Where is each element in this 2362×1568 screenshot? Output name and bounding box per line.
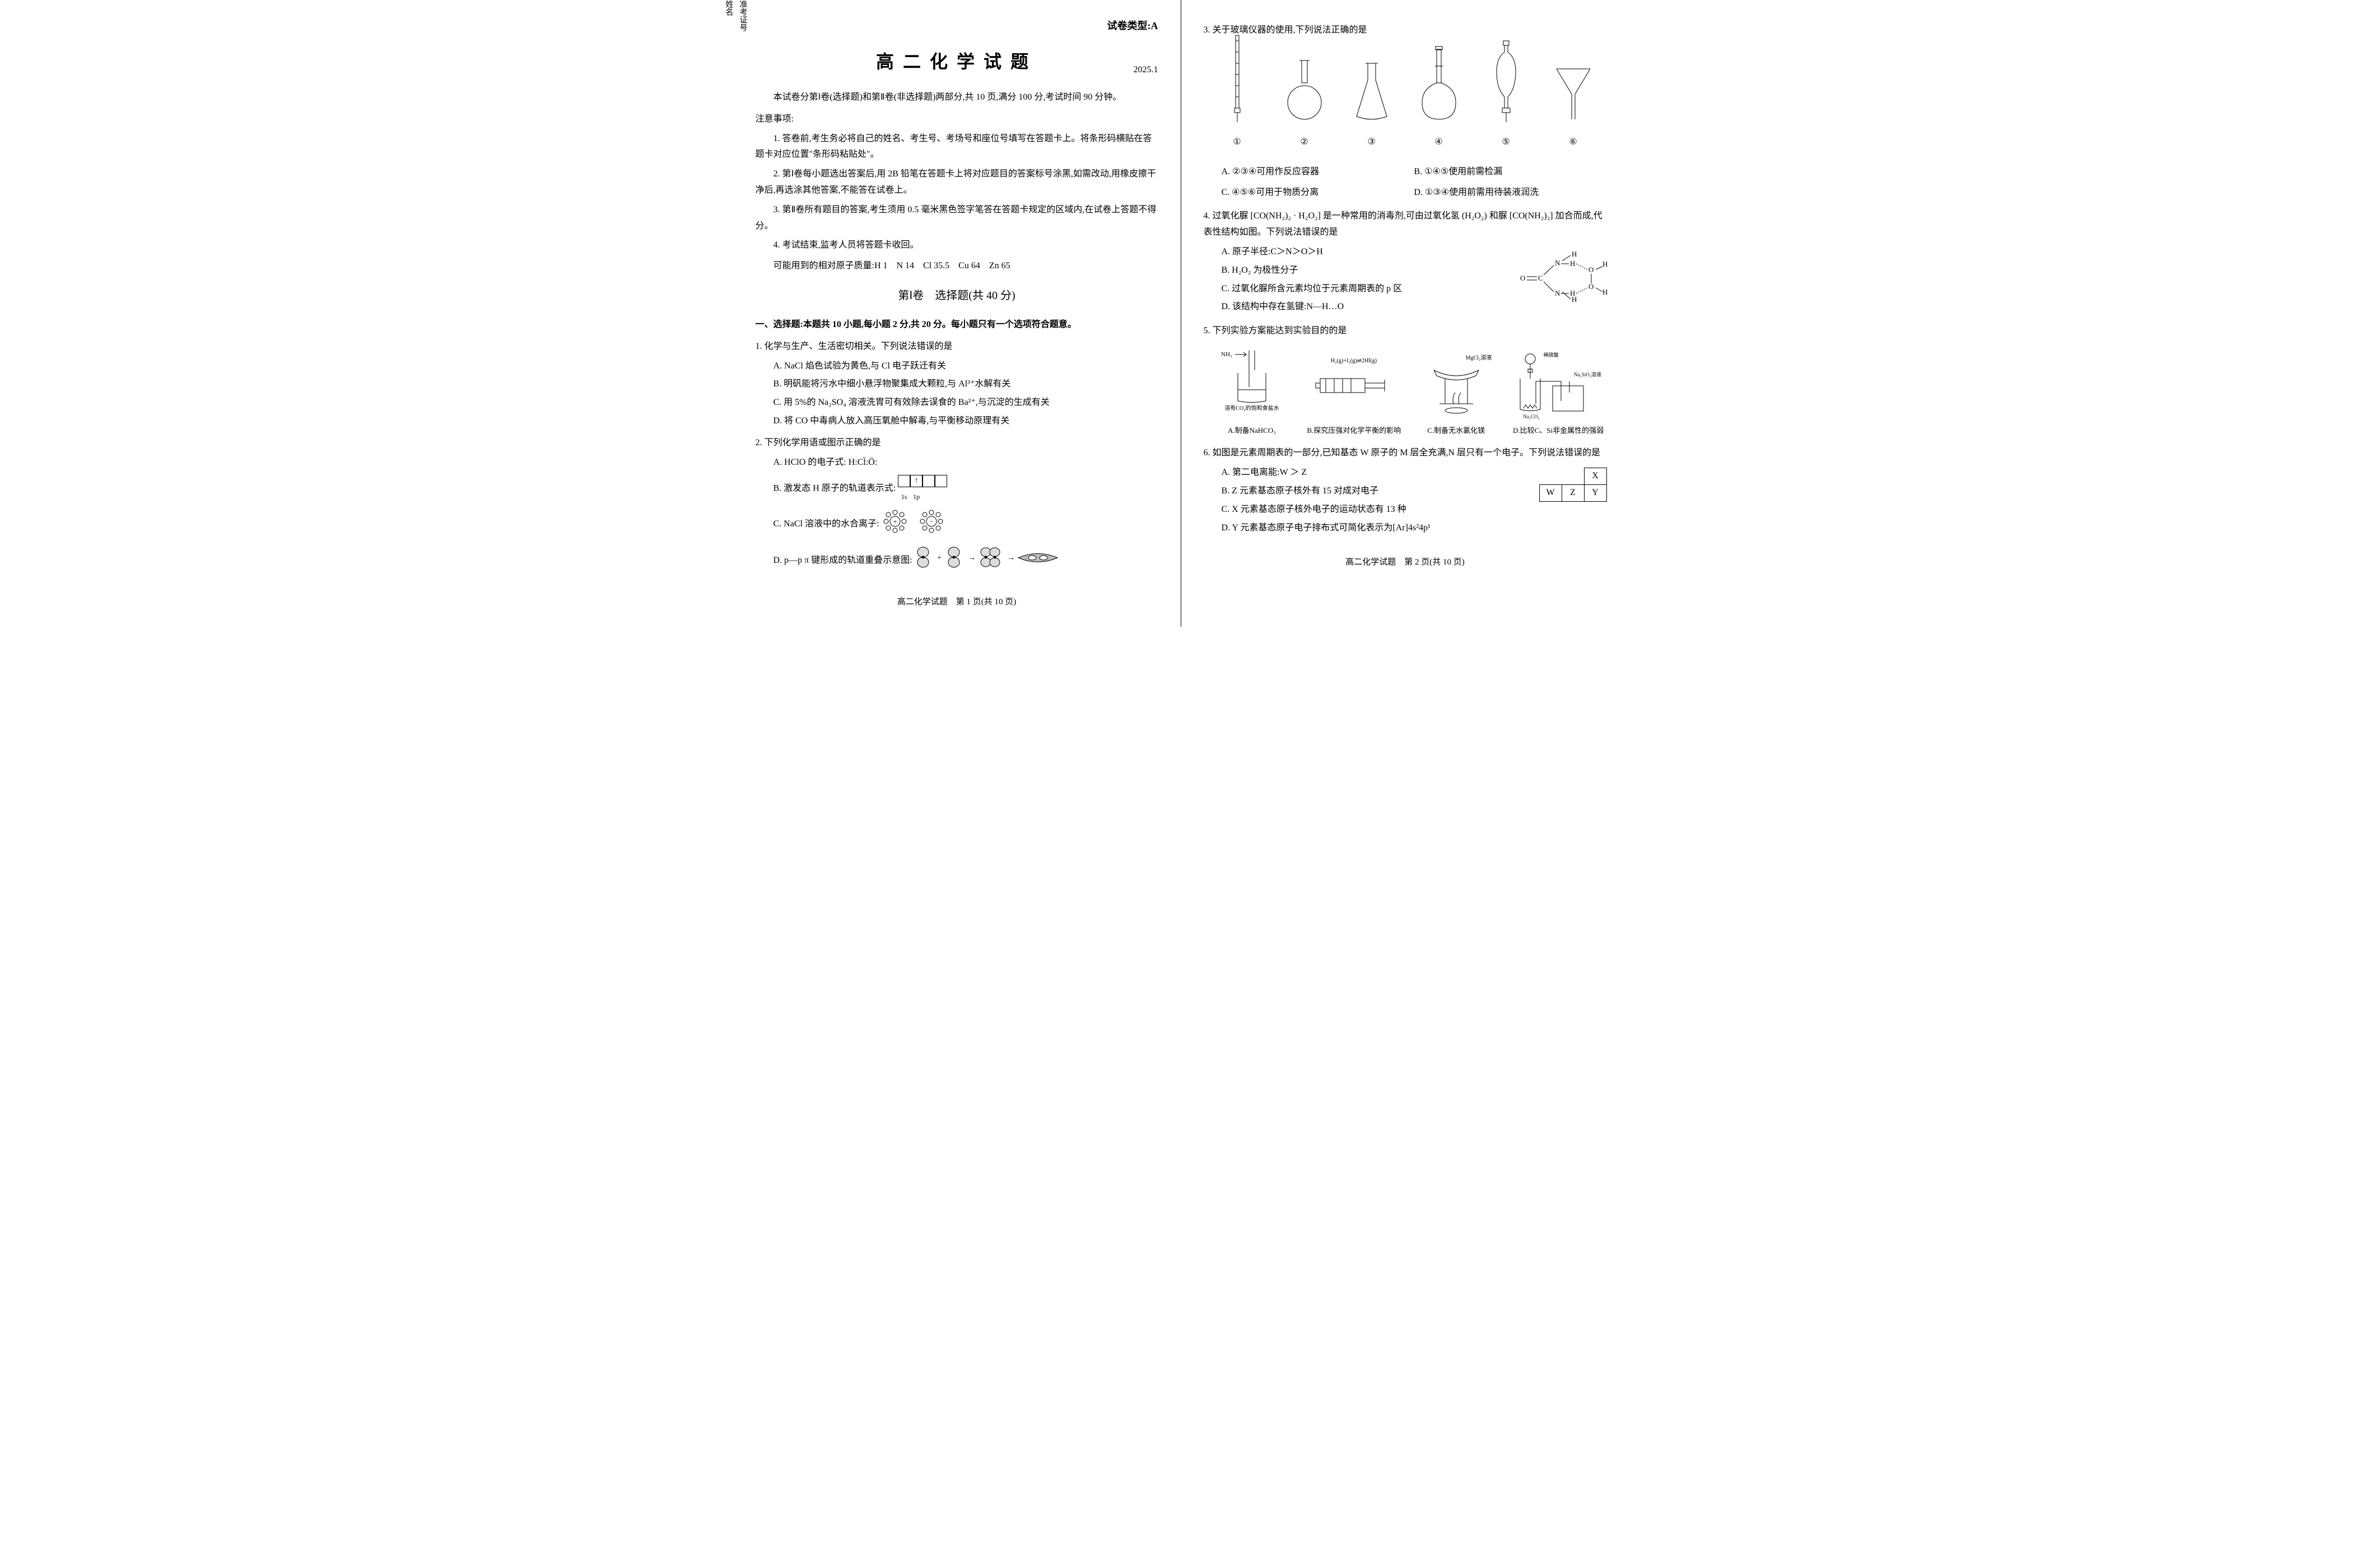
svg-text:H: H xyxy=(1602,288,1608,296)
separating-funnel-icon xyxy=(1492,41,1520,125)
section-1-header: 第Ⅰ卷 选择题(共 40 分) xyxy=(756,286,1158,306)
q2-option-c: C. NaCl 溶液中的水合离子: + − xyxy=(774,507,1158,542)
svg-text:−: − xyxy=(930,517,934,525)
svg-text:→: → xyxy=(968,554,976,562)
q3-stem: 3. 关于玻璃仪器的使用,下列说法正确的是 xyxy=(1204,22,1607,39)
q3-option-b: B. ①④⑤使用前需检漏 xyxy=(1414,164,1607,180)
svg-text:→: → xyxy=(1007,554,1015,562)
part1-header: 一、选择题:本题共 10 小题,每小题 2 分,共 20 分。每小题只有一个选项… xyxy=(756,317,1158,333)
q6-cell-y: Y xyxy=(1584,485,1606,502)
q6-cell-z: Z xyxy=(1562,485,1584,502)
svg-text:N: N xyxy=(1555,259,1560,267)
q6-stem: 6. 如图是元素周期表的一部分,已知基态 W 原子的 M 层全充满,N 层只有一… xyxy=(1204,445,1607,461)
q2b-orbital-diagram: ↑ 1s1p xyxy=(898,473,947,505)
q1-option-a: A. NaCl 焰色试验为黄色,与 Cl 电子跃迁有关 xyxy=(774,358,1158,375)
atomic-mass: 可能用到的相对原子质量:H 1 N 14 Cl 35.5 Cu 64 Zn 65 xyxy=(756,258,1158,274)
glassware-3-conical-flask: ③ xyxy=(1349,58,1394,151)
q2a-electron-formula: H:Cl̈:Ö: xyxy=(849,455,878,471)
question-4: 4. 过氧化脲 [CO(NH₂)₂ · H₂O₂] 是一种常用的消毒剂,可由过氧… xyxy=(1204,208,1607,318)
glassware-2-round-flask: ② xyxy=(1282,58,1327,151)
svg-text:O: O xyxy=(1520,274,1525,282)
page-1-footer: 高二化学试题 第 1 页(共 10 页) xyxy=(756,595,1158,610)
q5-item-c: MgCl₂溶液 C.制备无水氯化镁 xyxy=(1408,348,1504,437)
q3-option-c: C. ④⑤⑥可用于物质分离 xyxy=(1222,185,1414,201)
main-title: 高二化学试题 2025.1 xyxy=(756,46,1158,78)
q2d-pi-bond-diagram: + → → xyxy=(915,544,1060,578)
q6-periodic-fragment: X W Z Y xyxy=(1539,468,1607,502)
side-label-name: 姓名 xyxy=(721,0,735,627)
svg-text:O: O xyxy=(1588,265,1594,274)
q6-cell-x: X xyxy=(1584,468,1606,485)
svg-text:+: + xyxy=(893,517,897,525)
svg-text:H: H xyxy=(1570,259,1575,268)
instruction-2: 2. 第Ⅰ卷每小题选出答案后,用 2B 铅笔在答题卡上将对应题目的答案标号涂黑,… xyxy=(756,166,1158,199)
q5b-syringe-icon: H₂(g)+I₂(g)⇌2HI(g) xyxy=(1315,356,1393,412)
page-1: 准考证号 姓名 试卷类型:A 高二化学试题 2025.1 本试卷分第Ⅰ卷(选择题… xyxy=(733,0,1181,627)
q6-cell-w: W xyxy=(1539,485,1562,502)
page-2: 3. 关于玻璃仪器的使用,下列说法正确的是 ① xyxy=(1181,0,1629,627)
q1-options: A. NaCl 焰色试验为黄色,与 Cl 电子跃迁有关 B. 明矾能将污水中细小… xyxy=(756,358,1158,430)
q2-stem: 2. 下列化学用语或图示正确的是 xyxy=(756,435,1158,451)
side-label-id: 准考证号 xyxy=(735,0,749,627)
round-flask-icon xyxy=(1285,58,1324,125)
q4-stem: 4. 过氧化脲 [CO(NH₂)₂ · H₂O₂] 是一种常用的消毒剂,可由过氧… xyxy=(1204,208,1607,241)
q5-stem: 5. 下列实验方案能达到实验目的的是 xyxy=(1204,323,1607,339)
burette-icon xyxy=(1229,35,1246,125)
q1-option-b: B. 明矾能将污水中细小悬浮物聚集成大颗粒,与 Al³⁺水解有关 xyxy=(774,376,1158,393)
q4-structure-figure: O C N N H H H H OH xyxy=(1517,244,1607,317)
instruction-3: 3. 第Ⅱ卷所有题目的答案,考生须用 0.5 毫米黑色签字笔答在答题卡规定的区域… xyxy=(756,202,1158,235)
q1-stem: 1. 化学与生产、生活密切相关。下列说法错误的是 xyxy=(756,339,1158,355)
binding-side-labels: 准考证号 姓名 xyxy=(739,0,750,627)
q5-item-b: H₂(g)+I₂(g)⇌2HI(g) B.探究压强对化学平衡的影响 xyxy=(1306,348,1403,437)
conical-flask-icon xyxy=(1352,58,1391,125)
q2-option-b: B. 激发态 H 原子的轨道表示式: ↑ 1s1p xyxy=(774,473,1158,505)
paper-type: 试卷类型:A xyxy=(756,17,1158,35)
instruction-4: 4. 考试结束,监考人员将答题卡收回。 xyxy=(756,237,1158,254)
svg-text:N: N xyxy=(1555,289,1560,297)
glassware-4-volumetric-flask: ④ xyxy=(1417,46,1461,151)
svg-text:H: H xyxy=(1572,250,1577,258)
exam-date: 2025.1 xyxy=(1134,62,1158,78)
q5-figure-row: NH₃ 溶有CO₂的饱和食盐水 A.制备NaHCO₃ H₂(g)+I₂(g)⇌2… xyxy=(1204,348,1607,437)
svg-text:+: + xyxy=(937,554,942,562)
q2-option-d: D. p—p π 键形成的轨道重叠示意图: + → xyxy=(774,544,1158,578)
q2-options: A. HClO 的电子式: H:Cl̈:Ö: B. 激发态 H 原子的轨道表示式… xyxy=(756,455,1158,578)
notice-title: 注意事项: xyxy=(756,111,1158,128)
q3-glassware-row: ① ② ③ xyxy=(1204,50,1607,151)
title-text: 高二化学试题 xyxy=(876,52,1037,72)
svg-text:H: H xyxy=(1570,289,1575,297)
glassware-5-separating-funnel: ⑤ xyxy=(1484,41,1529,151)
q5a-apparatus-icon: NH₃ 溶有CO₂的饱和食盐水 xyxy=(1221,348,1283,421)
funnel-icon xyxy=(1554,63,1593,125)
glassware-1-burette: ① xyxy=(1215,35,1260,151)
q5c-evaporation-icon: MgCl₂溶液 xyxy=(1423,348,1490,421)
question-5: 5. 下列实验方案能达到实验目的的是 NH₃ 溶有CO₂的饱和食盐水 A.制备N… xyxy=(1204,323,1607,437)
q6-option-c: C. X 元素基态原子核外电子的运动状态有 13 种 xyxy=(1222,502,1607,518)
instruction-1: 1. 答卷前,考生务必将自己的姓名、考生号、考场号和座位号填写在答题卡上。将条形… xyxy=(756,131,1158,164)
q5-item-a: NH₃ 溶有CO₂的饱和食盐水 A.制备NaHCO₃ xyxy=(1204,348,1301,437)
q1-option-c: C. 用 5%的 Na₂SO₄ 溶液洗胃可有效除去误食的 Ba²⁺,与沉淀的生成… xyxy=(774,395,1158,411)
q1-option-d: D. 将 CO 中毒病人放入高压氧舱中解毒,与平衡移动原理有关 xyxy=(774,413,1158,430)
q3-options: A. ②③④可用作反应容器 B. ①④⑤使用前需检漏 C. ④⑤⑥可用于物质分离… xyxy=(1204,162,1607,203)
instructions: 1. 答卷前,考生务必将自己的姓名、考生号、考场号和座位号填写在答题卡上。将条形… xyxy=(756,131,1158,254)
question-2: 2. 下列化学用语或图示正确的是 A. HClO 的电子式: H:Cl̈:Ö: … xyxy=(756,435,1158,578)
volumetric-flask-icon xyxy=(1419,46,1459,125)
svg-text:O: O xyxy=(1588,282,1594,291)
svg-text:NH₃: NH₃ xyxy=(1221,351,1232,358)
q3-option-d: D. ①③④使用前需用待装液润洗 xyxy=(1414,185,1607,201)
q2-option-a: A. HClO 的电子式: H:Cl̈:Ö: xyxy=(774,455,1158,471)
q5-item-d: 稀硫酸 Na₂CO₃ Na₂SiO₃溶液 D.比较C、Si非金属性的强弱 xyxy=(1510,348,1607,437)
q3-option-a: A. ②③④可用作反应容器 xyxy=(1222,164,1414,180)
question-3: 3. 关于玻璃仪器的使用,下列说法正确的是 ① xyxy=(1204,22,1607,203)
glassware-6-funnel: ⑥ xyxy=(1551,63,1596,151)
q5d-apparatus-icon: 稀硫酸 Na₂CO₃ Na₂SiO₃溶液 xyxy=(1513,348,1603,421)
q2c-hydrated-ion-icon: + − xyxy=(881,507,948,542)
q6-option-d: D. Y 元素基态原子电子排布式可简化表示为[Ar]4s²4p¹ xyxy=(1222,520,1607,536)
question-1: 1. 化学与生产、生活密切相关。下列说法错误的是 A. NaCl 焰色试验为黄色… xyxy=(756,339,1158,430)
svg-text:H: H xyxy=(1602,260,1608,268)
svg-text:C: C xyxy=(1538,274,1543,282)
intro-text: 本试卷分第Ⅰ卷(选择题)和第Ⅱ卷(非选择题)两部分,共 10 页,满分 100 … xyxy=(756,90,1158,106)
question-6: 6. 如图是元素周期表的一部分,已知基态 W 原子的 M 层全充满,N 层只有一… xyxy=(1204,445,1607,538)
page-2-footer: 高二化学试题 第 2 页(共 10 页) xyxy=(1204,555,1607,570)
